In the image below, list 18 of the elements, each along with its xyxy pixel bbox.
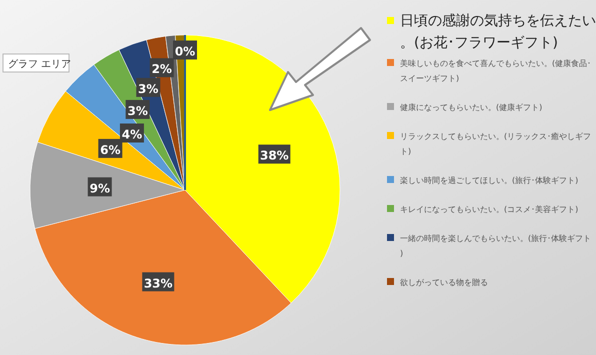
data-label: 6% — [100, 142, 120, 157]
legend-label: リラックスしてもらいたい。(リラックス･癒やしギフト) — [400, 132, 592, 156]
legend-label: 美味しいものを食べて喜んでもらいたい。(健康食品･スイーツギフト) — [400, 59, 592, 83]
text: グラフ エリア — [8, 59, 72, 70]
slice-label: 日頃の感謝の気持ちを伝えたい。(お花･フラワーギフト) — [400, 13, 596, 51]
data-label: 2% — [152, 62, 172, 76]
data-label: 38% — [260, 148, 289, 163]
data-label: 33% — [144, 276, 173, 290]
legend-label: 楽しい時間を過ごしてほしい。(旅行･体験ギフト) — [400, 176, 578, 185]
data-label: 3% — [127, 104, 148, 118]
legend-label: 健康になってもらいたい。(健康ギフト) — [400, 103, 542, 112]
legend-label: 欲しがっている物を贈る — [400, 278, 488, 287]
data-label: 3% — [138, 82, 158, 96]
data-label: 4% — [122, 128, 142, 142]
legend-label: 一緒の時間を楽しんでもらいたい。(旅行･体験ギフト) — [400, 234, 592, 258]
text: 0% — [174, 44, 196, 58]
legend-label: キレイになってもらいたい。(コスメ･美容ギフト) — [400, 205, 578, 214]
data-label: 9% — [90, 181, 110, 196]
